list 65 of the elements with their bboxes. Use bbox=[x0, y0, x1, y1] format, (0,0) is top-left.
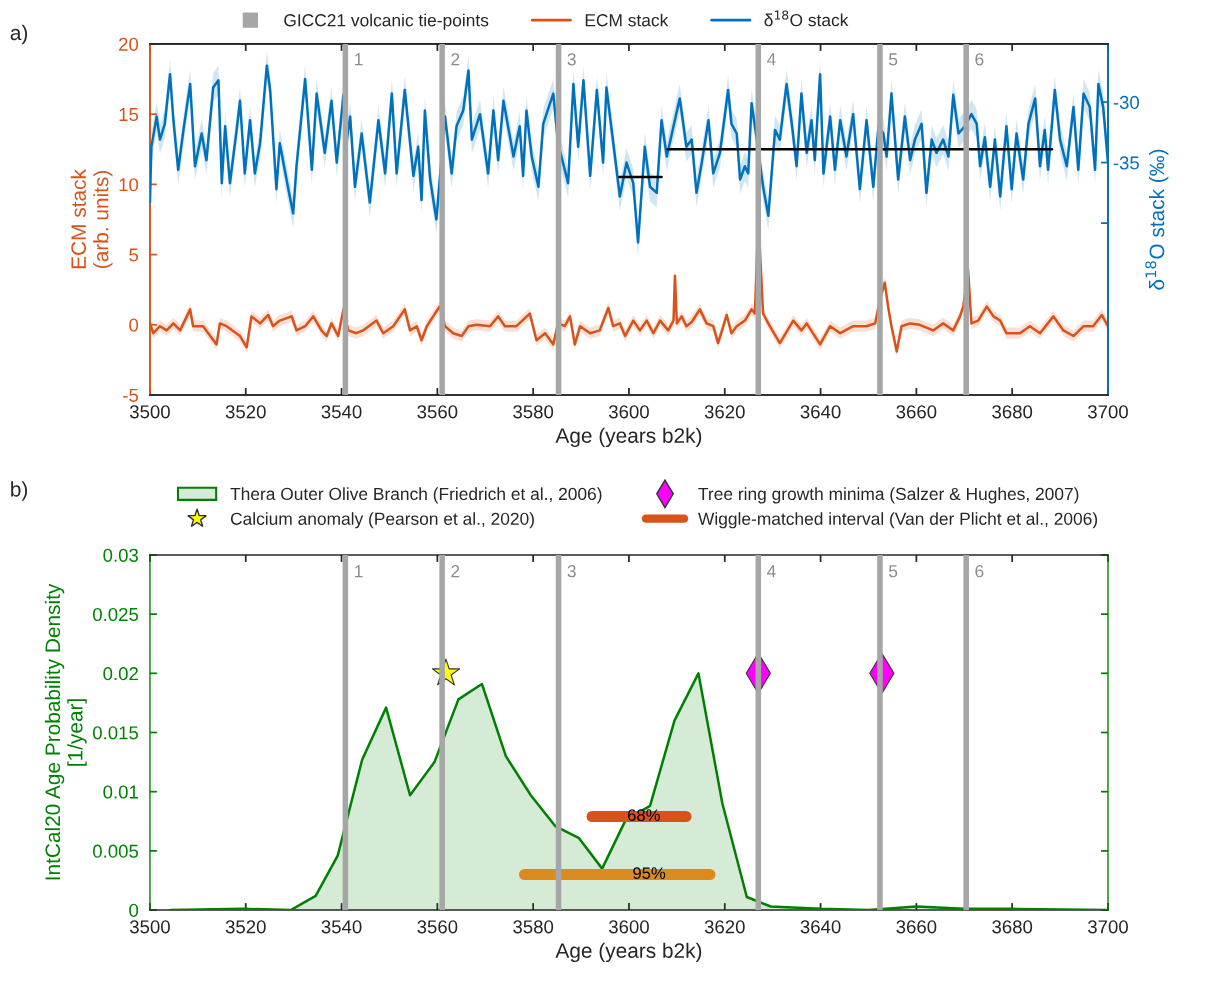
x-tick-label: 3660 bbox=[896, 920, 937, 934]
legend-label: Calcium anomaly (Pearson et al., 2020) bbox=[230, 512, 534, 529]
x-tick-label: 3540 bbox=[321, 920, 362, 934]
x-tick-label: 3520 bbox=[225, 920, 266, 934]
legend-label: Tree ring growth minima (Salzer & Hughes, 2007) bbox=[698, 487, 1079, 504]
annotation: 4 bbox=[767, 53, 776, 66]
y-tick-label: 0 bbox=[129, 318, 139, 332]
y-tick-label: 0.015 bbox=[92, 726, 139, 740]
y-tick-label: 0.025 bbox=[92, 607, 139, 622]
x-tick-label: 3640 bbox=[800, 405, 841, 419]
x-tick-label: 3620 bbox=[704, 405, 745, 419]
y-axis-title: ECM stack (arb. units) bbox=[70, 169, 113, 269]
y-tick-label: 15 bbox=[119, 108, 139, 122]
y2-axis-title: δ$^{18}$O stack (‰) bbox=[1145, 149, 1169, 290]
x-tick-label: 3540 bbox=[321, 405, 362, 419]
annotation: 6 bbox=[975, 53, 984, 66]
y-tick-label: 5 bbox=[129, 248, 139, 262]
x-tick-label: 3700 bbox=[1087, 405, 1128, 419]
x-tick-label: 3580 bbox=[513, 920, 554, 934]
annotation: 5 bbox=[888, 53, 898, 66]
y-axis-title: IntCal20 Age Probability Density [1/year] bbox=[44, 583, 87, 880]
y-tick-label: 20 bbox=[119, 37, 139, 51]
y2-tick-label: -30 bbox=[1113, 95, 1140, 109]
annotation: 1 bbox=[355, 53, 363, 66]
x-tick-label: 3660 bbox=[896, 405, 937, 419]
y-tick-label: 0.02 bbox=[103, 667, 138, 681]
x-tick-label: 3520 bbox=[225, 405, 266, 419]
annotation: 1 bbox=[355, 565, 363, 578]
x-tick-label: 3620 bbox=[704, 920, 745, 934]
annotation: 5 bbox=[888, 565, 898, 578]
text: b) bbox=[11, 481, 28, 501]
legend-label: ECM stack bbox=[585, 13, 669, 27]
x-tick-label: 3600 bbox=[608, 405, 649, 419]
annotation: 3 bbox=[567, 53, 576, 66]
annotation: 4 bbox=[767, 565, 776, 578]
x-axis-title: Age (years b2k) bbox=[555, 427, 702, 448]
text: a) bbox=[10, 24, 28, 45]
x-tick-label: 3600 bbox=[608, 920, 649, 934]
y-tick-label: 0.01 bbox=[103, 785, 138, 799]
x-tick-label: 3500 bbox=[129, 920, 170, 934]
annotation: 2 bbox=[451, 53, 460, 66]
y-tick-label: -5 bbox=[123, 388, 139, 402]
legend-label: δ$^{18}$O stack bbox=[764, 10, 849, 27]
x-tick-label: 3680 bbox=[992, 405, 1033, 419]
x-tick-label: 3580 bbox=[513, 405, 554, 419]
y2-tick-label: -35 bbox=[1113, 156, 1139, 170]
y-tick-label: 0 bbox=[129, 903, 139, 917]
legend-label: Thera Outer Olive Branch (Friedrich et al., 2006) bbox=[230, 487, 602, 504]
annotation: 68% bbox=[627, 809, 660, 822]
x-tick-label: 3560 bbox=[417, 920, 458, 934]
text: GICC21 volcanic tie-points bbox=[284, 13, 489, 30]
y-tick-label: 10 bbox=[119, 178, 139, 192]
y-tick-label: 0.03 bbox=[103, 548, 139, 562]
x-tick-label: 3500 bbox=[129, 405, 170, 419]
annotation: 2 bbox=[451, 565, 460, 578]
annotation: 95% bbox=[633, 867, 666, 880]
legend-label: Wiggle-matched interval (Van der Plicht et al., 2006) bbox=[698, 512, 1098, 529]
x-tick-label: 3560 bbox=[417, 405, 458, 419]
annotation: 6 bbox=[975, 565, 984, 578]
x-tick-label: 3680 bbox=[992, 920, 1033, 934]
annotation: 3 bbox=[567, 565, 576, 578]
x-tick-label: 3700 bbox=[1087, 920, 1128, 934]
x-tick-label: 3640 bbox=[800, 920, 841, 934]
y-tick-label: 0.005 bbox=[92, 844, 139, 858]
x-axis-title: Age (years b2k) bbox=[555, 942, 702, 963]
